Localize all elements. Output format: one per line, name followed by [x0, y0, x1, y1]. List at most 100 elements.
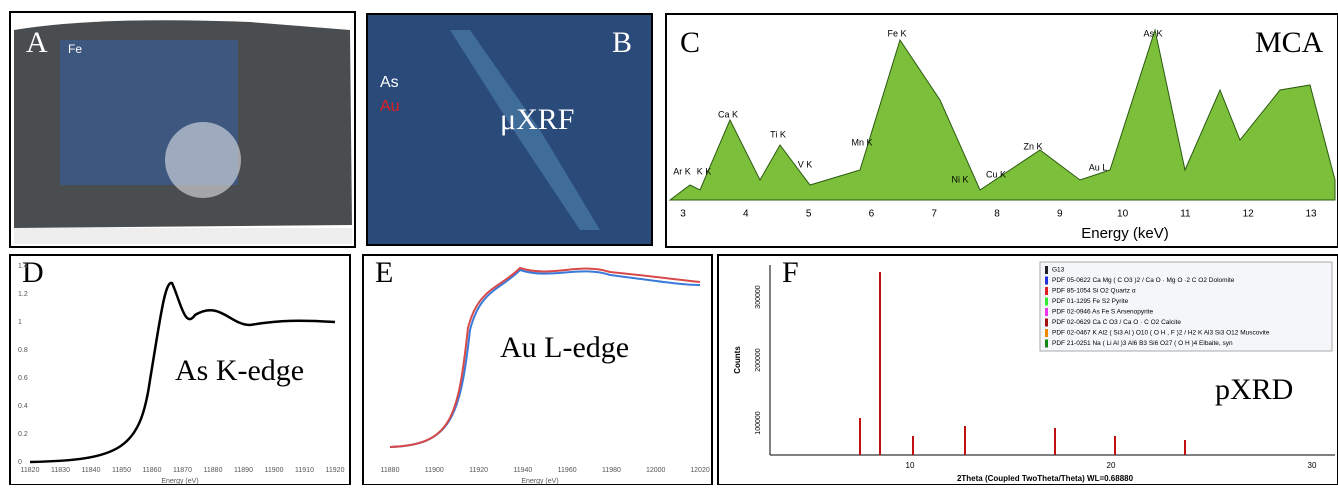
peak-label: Mn K — [851, 137, 872, 147]
panel-b — [366, 13, 653, 246]
panel-e — [362, 254, 713, 486]
panel-d — [9, 254, 351, 486]
panel-label: D — [22, 256, 44, 289]
legend-text: PDF 01-1295 Fe S2 Pyrite — [1052, 298, 1129, 305]
x-tick-label: 11900 — [425, 467, 444, 474]
x-tick-label: 13 — [1305, 209, 1317, 220]
x-tick-label: 20 — [1107, 461, 1116, 470]
y-tick-label: 0 — [18, 459, 22, 466]
panel-label: A — [26, 26, 48, 59]
x-tick-label: 7 — [931, 209, 937, 220]
x-tick-label: 11910 — [295, 467, 314, 474]
panel-label: B — [612, 26, 632, 59]
peak-label: Ar K — [673, 166, 691, 176]
x-tick-label: 12 — [1243, 209, 1255, 220]
y-axis-title: Counts — [733, 346, 742, 374]
y-tick-label: 0.6 — [18, 375, 28, 382]
x-tick-label: 11940 — [513, 467, 532, 474]
peak-label: Ni K — [951, 174, 968, 184]
legend-swatch — [1045, 339, 1048, 348]
spot — [165, 122, 241, 198]
x-axis-title: 2Theta (Coupled TwoTheta/Theta) WL=0.688… — [957, 474, 1134, 483]
x-tick-label: 11900 — [265, 467, 284, 474]
legend-swatch — [1045, 276, 1048, 285]
x-tick-label: 12020 — [690, 467, 710, 474]
x-tick-label: 10 — [1117, 209, 1129, 220]
y-tick-label: 1.2 — [18, 291, 28, 298]
x-tick-label: 11980 — [602, 467, 621, 474]
y-tick-label: 0.4 — [18, 403, 28, 410]
x-tick-label: 3 — [680, 209, 686, 220]
peak-label: Au L — [1089, 162, 1108, 172]
x-tick-label: 11880 — [381, 467, 400, 474]
y-tick-label: 1.4 — [18, 263, 28, 270]
x-tick-label: 11850 — [112, 467, 131, 474]
legend-text: PDF 02-0629 Ca C O3 / Ca O · C O2 Calcit… — [1052, 319, 1181, 326]
x-tick-label: 11960 — [558, 467, 577, 474]
curve-red — [389, 266, 701, 448]
peak-label: K K — [697, 166, 712, 176]
legend-swatch — [1045, 318, 1048, 327]
panel-label: F — [782, 256, 799, 289]
legend-text: PDF 21-0251 Na ( Li Al )3 Al6 B3 Si6 O27… — [1052, 340, 1233, 347]
legend-swatch — [1045, 329, 1048, 337]
x-tick-label: 11830 — [51, 467, 70, 474]
y-tick-label: 0.8 — [18, 347, 28, 354]
x-tick-label: 11870 — [173, 467, 192, 474]
x-tick-label: 11920 — [469, 467, 488, 474]
legend-text: PDF 02-0946 As Fe S Arsenopyrite — [1052, 309, 1154, 316]
x-tick-label: 11840 — [82, 467, 101, 474]
x-axis-title: Energy (keV) — [1081, 225, 1169, 242]
legend-swatch — [1045, 287, 1048, 295]
legend-text: PDF 02-0467 K Al2 ( Si3 Al ) O10 ( O H ,… — [1052, 330, 1270, 337]
y-tick-label: 0.2 — [18, 431, 28, 438]
peak-label: Cu K — [986, 169, 1006, 179]
element: Au — [380, 98, 400, 115]
peak-label: Fe K — [887, 28, 906, 38]
method: MCA — [1255, 26, 1324, 59]
legend-swatch — [1045, 308, 1048, 316]
x-tick-label: 6 — [869, 209, 875, 220]
x-tick-label: 11860 — [143, 467, 162, 474]
spectrum — [668, 28, 1336, 201]
y-tick-label: 100000 — [755, 411, 762, 434]
edge: As K-edge — [175, 354, 304, 387]
peak-label: V K — [798, 159, 813, 169]
panel-label: E — [375, 256, 393, 289]
y-tick-label: 1 — [18, 319, 22, 326]
y-tick-label: 300000 — [755, 285, 762, 308]
x-tick-label: 11920 — [326, 467, 345, 474]
x-tick-label: 8 — [994, 209, 1000, 220]
peak-label: Zn K — [1023, 141, 1042, 151]
peak-label: Ti K — [770, 129, 786, 139]
x-tick-label: 30 — [1308, 461, 1317, 470]
panel-label: C — [680, 26, 700, 59]
x-tick-label: 11820 — [21, 467, 40, 474]
xrd-peaks — [859, 272, 1186, 455]
y-tick-label: 200000 — [755, 348, 762, 371]
legend-swatch — [1045, 266, 1048, 274]
x-axis-title: Energy (eV) — [161, 478, 198, 485]
legend — [1039, 261, 1333, 352]
edge: Au L-edge — [500, 331, 629, 364]
x-tick-label: 11 — [1180, 209, 1191, 220]
x-tick-label: 4 — [743, 209, 749, 220]
x-tick-label: 12000 — [646, 467, 666, 474]
peak-label: Ca K — [718, 109, 738, 119]
x-tick-label: 10 — [906, 461, 915, 470]
x-axis-title: Energy (eV) — [521, 478, 558, 485]
x-tick-label: 11880 — [204, 467, 223, 474]
legend-text: PDF 85-1054 Si O2 Quartz α — [1052, 288, 1136, 295]
x-tick-label: 5 — [806, 209, 812, 220]
peak-label: As K — [1143, 28, 1162, 38]
ruler — [14, 228, 352, 244]
legend-swatch — [1045, 297, 1048, 306]
legend-text: G13 — [1052, 267, 1065, 274]
element: Fe — [68, 42, 82, 56]
legend-text: PDF 05-0622 Ca Mg ( C O3 )2 / Ca O · Mg … — [1052, 277, 1235, 284]
x-tick-label: 9 — [1057, 209, 1063, 220]
xanes-curve — [29, 281, 336, 464]
panel-c — [665, 13, 1338, 248]
method: pXRD — [1215, 373, 1293, 406]
element: As — [380, 74, 399, 91]
